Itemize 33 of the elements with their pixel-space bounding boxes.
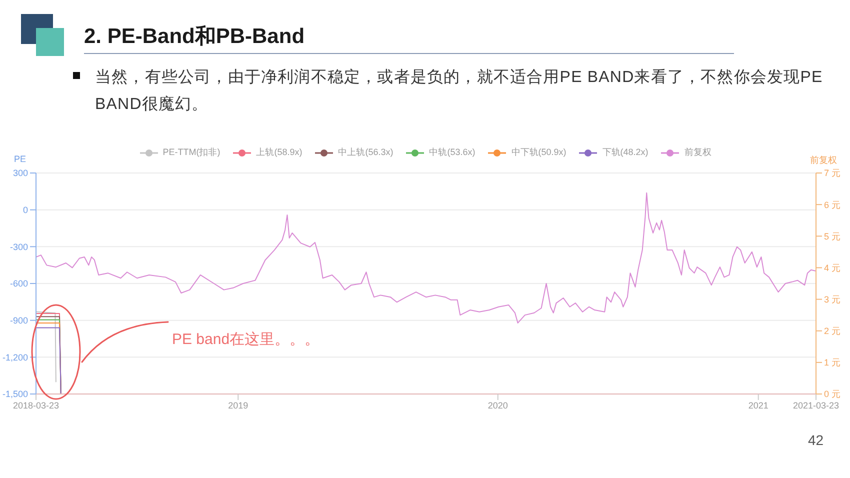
x-tick-label: 2020 — [488, 400, 508, 410]
y-tick-label: -1,500 — [2, 389, 28, 400]
y2-tick-label: 6 元 — [824, 200, 841, 210]
x-tick-label: 2021-03-23 — [792, 400, 840, 410]
annotation: PE band在这里。。。 — [172, 330, 320, 349]
y2-axis-title: 前复权 — [810, 154, 837, 167]
legend-label: 中上轨(56.3x) — [338, 146, 394, 159]
y-tick-label: 300 — [12, 168, 28, 178]
x-tick-label: 2021 — [748, 400, 768, 410]
y-axis-title: PE — [14, 154, 26, 164]
y2-tick-label: 0 元 — [824, 389, 841, 400]
legend-label: 上轨(58.9x) — [256, 146, 302, 159]
y2-tick-label: 3 元 — [824, 294, 841, 304]
y2-tick-label: 5 元 — [824, 231, 841, 242]
legend-label: 中轨(53.6x) — [429, 146, 476, 159]
legend-label: 中下轨(50.9x) — [511, 146, 566, 159]
x-tick-label: 2019 — [228, 400, 248, 410]
chart-subtitle: 当然，有些公司，由于净利润不稳定，或者是负的，就不适合用PE BAND来看了，不然你会发现PE BAND很魔幻。 — [95, 68, 824, 115]
y2-tick-label: 7 元 — [824, 168, 841, 178]
y2-tick-label: 1 元 — [824, 358, 841, 368]
y-tick-label: -900 — [10, 316, 28, 326]
legend-label: 下轨(48.2x) — [602, 146, 648, 159]
y-tick-label: 0 — [22, 205, 28, 216]
y2-tick-label: 4 元 — [824, 262, 841, 273]
text: 42 — [808, 432, 824, 448]
chart-title: 2. PE-Band和PB-Band — [84, 24, 305, 50]
y-tick-label: -600 — [10, 278, 28, 289]
x-tick-label: 2018-03-23 — [12, 400, 60, 410]
legend-label: 前复权 — [684, 146, 712, 159]
y-tick-label: -300 — [10, 242, 28, 252]
y2-tick-label: 2 元 — [824, 326, 841, 336]
legend-label: PE-TTM(扣非) — [162, 146, 220, 159]
y-tick-label: -1,200 — [2, 352, 28, 362]
